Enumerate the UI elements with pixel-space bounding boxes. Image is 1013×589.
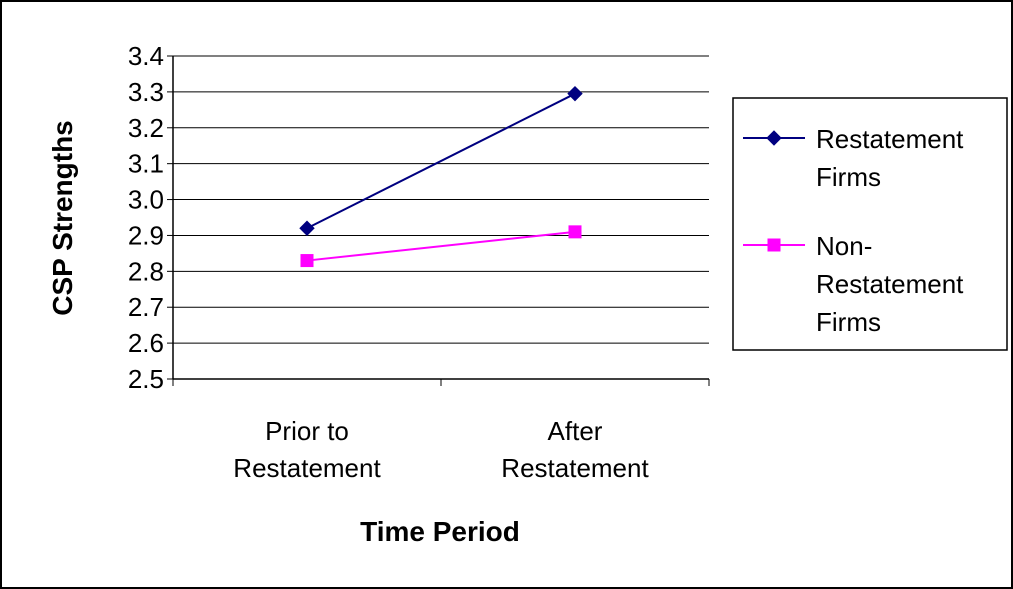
data-point (299, 220, 315, 236)
y-tick-label: 2.5 (128, 364, 164, 394)
axis-labels: 3.4 3.3 3.2 3.1 3.0 2.9 2.8 2.7 2.6 2.5 Prior to Re… (128, 41, 650, 483)
y-axis-title: CSP Strengths (47, 120, 78, 316)
legend: Restatement Firms Non-Restatement Firms (732, 97, 1008, 351)
legend-label: Non-Restatement Firms (816, 231, 964, 337)
data-point (300, 254, 314, 268)
y-tick-label: 3.1 (128, 149, 164, 179)
data-point (568, 225, 582, 239)
y-tick-label: 3.0 (128, 185, 164, 215)
data-point (567, 85, 583, 102)
y-tick-label: 2.9 (128, 220, 164, 250)
x-tick-label: After Restatement (501, 416, 649, 483)
series-lines (299, 85, 583, 268)
series-line (306, 230, 576, 262)
y-tick-label: 2.8 (128, 256, 164, 286)
x-tick-label: Prior to Restatement (233, 416, 381, 483)
x-axis-title: Time Period (360, 516, 520, 547)
y-tick-label: 2.6 (128, 328, 164, 358)
y-tick-label: 3.2 (128, 113, 164, 143)
axes (167, 55, 710, 386)
series-line (306, 92, 576, 230)
legend-marker (766, 130, 782, 146)
y-tick-label: 3.4 (128, 41, 164, 71)
y-tick-label: 2.7 (128, 292, 164, 322)
gridlines (173, 55, 709, 344)
legend-label: Restatement Firms (816, 124, 964, 192)
y-tick-label: 3.3 (128, 77, 164, 107)
legend-marker (767, 238, 781, 252)
